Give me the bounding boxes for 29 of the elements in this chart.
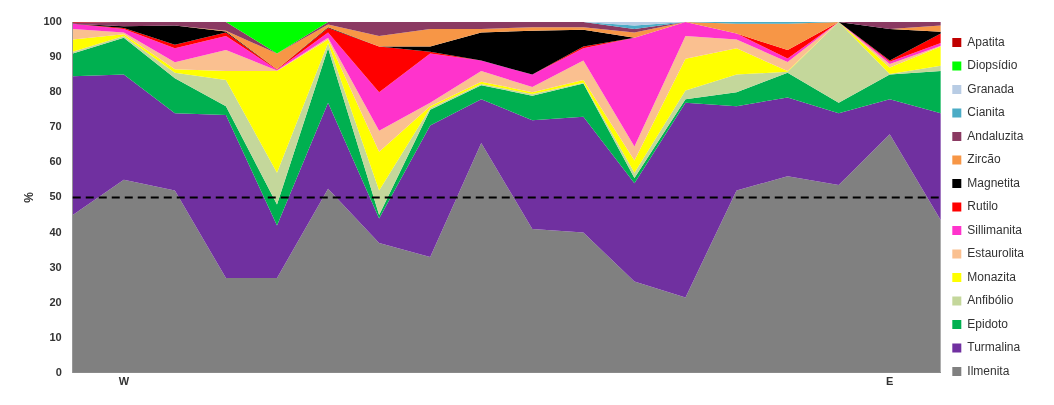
legend-label: Sillimanita	[967, 222, 1023, 237]
y-tick-label: 70	[49, 120, 62, 133]
legend-label: Estaurolita	[967, 246, 1025, 261]
y-tick-label: 100	[43, 15, 62, 28]
legend-label: Turmalina	[967, 340, 1021, 355]
legend-label: Rutilo	[967, 199, 999, 214]
legend-label: Ilmenita	[967, 363, 1010, 378]
x-tick-label: E	[886, 375, 894, 388]
legend-label: Monazita	[967, 269, 1017, 284]
y-tick-label: 50	[49, 190, 62, 203]
y-tick-label: 30	[49, 260, 62, 273]
legend-label: Cianita	[967, 105, 1005, 120]
y-tick-label: 80	[49, 85, 62, 98]
y-tick-label: 10	[49, 330, 62, 343]
legend-label: Magnetita	[967, 175, 1021, 190]
legend-label: Zircão	[967, 152, 1001, 167]
y-tick-label: 40	[49, 225, 62, 238]
y-tick-label: 0	[55, 365, 62, 378]
legend-label: Apatita	[967, 34, 1005, 49]
legend-label: Granada	[967, 81, 1015, 96]
x-tick-label: W	[118, 375, 130, 388]
y-tick-label: 60	[49, 155, 62, 168]
legend-label: Diopsídio	[967, 58, 1018, 73]
legend-label: Epidoto	[967, 316, 1009, 331]
y-axis-title: %	[21, 191, 36, 203]
legend-label: Anfibólio	[967, 293, 1014, 308]
y-tick-label: 90	[49, 50, 62, 63]
y-tick-label: 20	[49, 295, 62, 308]
legend-label: Andaluzita	[967, 128, 1024, 143]
